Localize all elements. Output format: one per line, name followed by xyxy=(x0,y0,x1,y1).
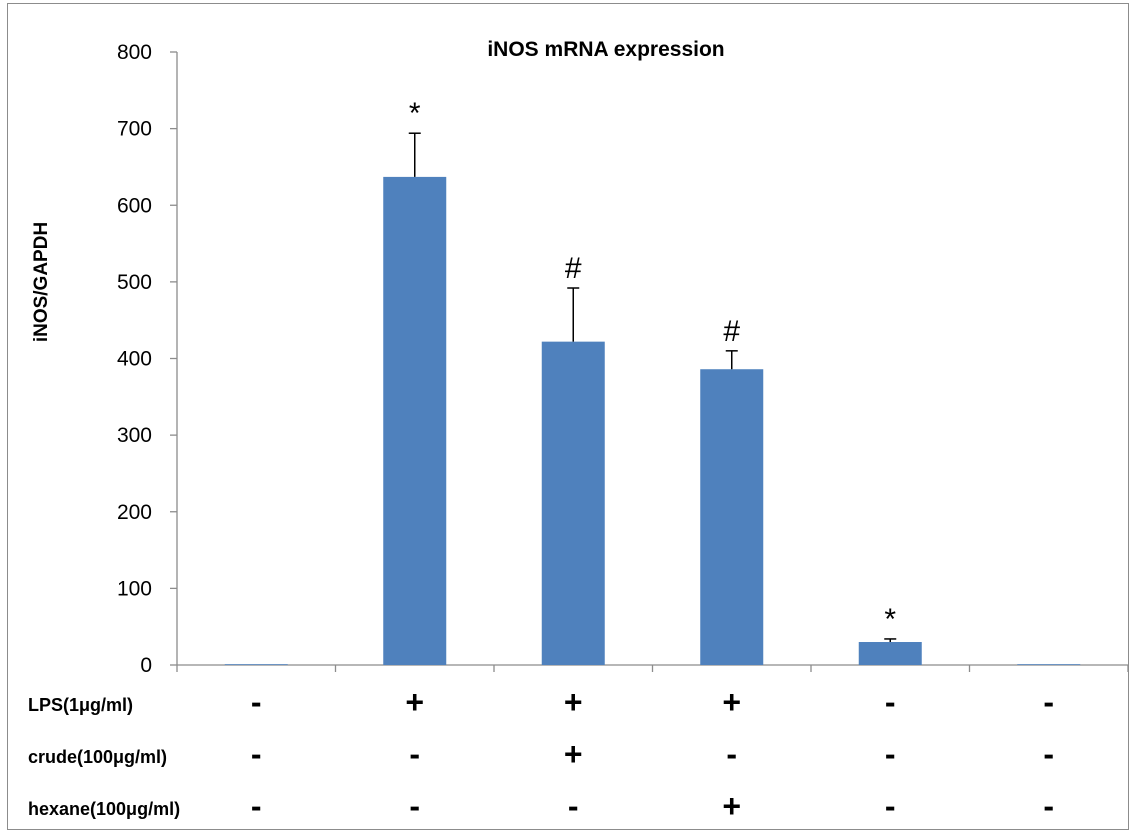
condition-label: LPS(1μg/ml) xyxy=(28,695,133,715)
condition-label: crude(100μg/ml) xyxy=(28,747,167,767)
y-tick-label: 800 xyxy=(117,41,152,64)
condition-sign: - xyxy=(885,788,896,824)
y-axis-label: iNOS/GAPDH xyxy=(31,222,52,342)
error-bars xyxy=(408,132,897,643)
condition-sign: - xyxy=(251,736,262,772)
condition-sign: + xyxy=(564,684,583,720)
y-tick-label: 700 xyxy=(117,118,152,141)
condition-sign: - xyxy=(568,788,579,824)
y-tick-label: 200 xyxy=(117,501,152,524)
condition-sign: - xyxy=(726,736,737,772)
significance-mark: * xyxy=(884,603,896,636)
condition-sign: + xyxy=(722,684,741,720)
condition-sign: + xyxy=(722,788,741,824)
condition-sign: - xyxy=(251,684,262,720)
bar xyxy=(224,664,288,665)
condition-sign: - xyxy=(409,788,420,824)
bar xyxy=(858,642,922,665)
condition-sign: - xyxy=(885,684,896,720)
condition-sign: - xyxy=(409,736,420,772)
condition-sign: + xyxy=(564,736,583,772)
condition-sign: - xyxy=(885,736,896,772)
bar xyxy=(383,176,447,665)
condition-sign: - xyxy=(1043,684,1054,720)
y-tick-label: 400 xyxy=(117,348,152,371)
bar xyxy=(700,369,764,665)
condition-sign: - xyxy=(1043,788,1054,824)
bar xyxy=(541,341,605,665)
bar xyxy=(1017,664,1081,665)
condition-sign: + xyxy=(405,684,424,720)
significance-mark: # xyxy=(723,315,740,348)
condition-label: hexane(100μg/ml) xyxy=(28,799,180,819)
condition-sign: - xyxy=(251,788,262,824)
condition-sign: - xyxy=(1043,736,1054,772)
chart-title: iNOS mRNA expression xyxy=(487,38,724,61)
significance-mark: # xyxy=(565,252,582,285)
axes: 0 100 200 300 400 500 600 700 800 xyxy=(117,41,1129,677)
condition-table: LPS(1μg/ml) - + + + - - crude(100μg/ml) - - + - - - he… xyxy=(28,684,1054,824)
bars xyxy=(224,176,1081,665)
significance-marks: * # # * xyxy=(409,97,897,636)
y-tick-label: 600 xyxy=(117,194,152,217)
y-tick-label: 300 xyxy=(117,424,152,447)
y-tick-label: 100 xyxy=(117,577,152,600)
significance-mark: * xyxy=(409,97,421,130)
y-tick-label: 500 xyxy=(117,271,152,294)
y-tick-label: 0 xyxy=(140,654,152,677)
